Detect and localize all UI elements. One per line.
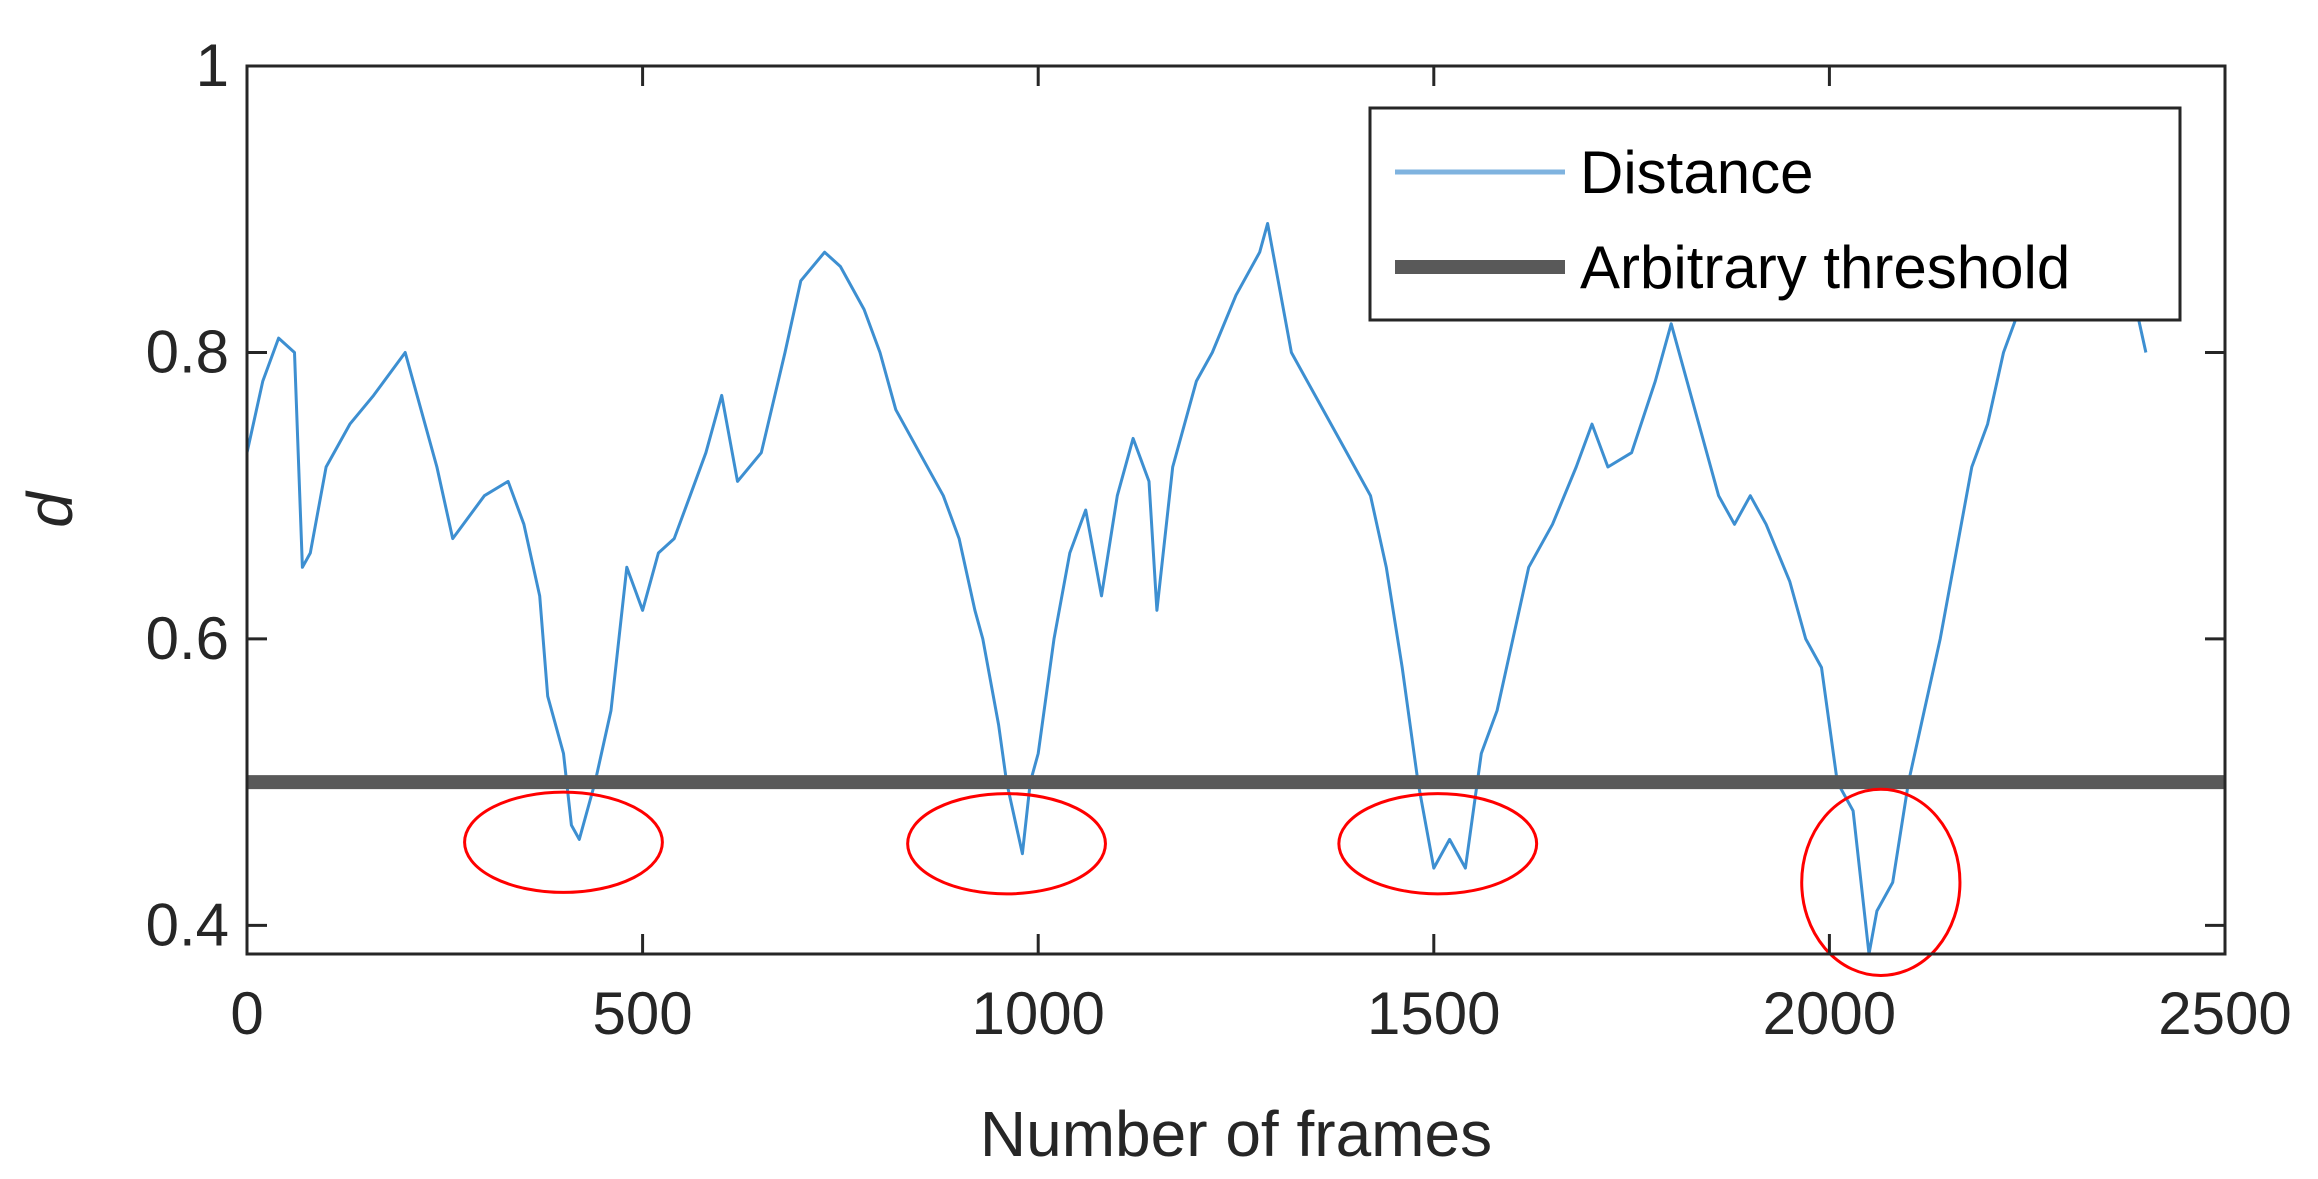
legend-box <box>1368 106 2182 322</box>
legend-label-distance: Distance <box>1580 139 1813 206</box>
y-tick-label: 0.8 <box>146 318 229 385</box>
y-tick-label: 0.4 <box>146 891 229 958</box>
x-tick-label: 500 <box>593 980 693 1047</box>
highlight-ellipse-3 <box>1337 792 1539 896</box>
highlight-ellipse-1 <box>463 790 664 894</box>
legend-label-threshold: Arbitrary threshold <box>1580 234 2070 301</box>
legend: Distance Arbitrary threshold <box>1368 106 2182 322</box>
x-tick-label: 0 <box>230 980 263 1047</box>
distance-line <box>245 222 2148 956</box>
x-tick-label: 1000 <box>971 980 1104 1047</box>
annotation-layer <box>463 787 1962 977</box>
highlight-ellipse-2 <box>906 792 1107 896</box>
y-tick-label: 1 <box>196 32 229 99</box>
x-tick-label: 2000 <box>1763 980 1896 1047</box>
y-axis-title: d <box>14 490 86 528</box>
tick-layer: 0 500 1000 1500 2000 2500 0.4 0.6 0.8 1 <box>146 32 2292 1047</box>
series-layer <box>245 222 2225 956</box>
highlight-ellipse-4 <box>1800 787 1962 977</box>
y-tick-label: 0.6 <box>146 605 229 672</box>
x-tick-label: 1500 <box>1367 980 1500 1047</box>
x-tick-label: 2500 <box>2158 980 2291 1047</box>
x-axis-title: Number of frames <box>980 1098 1492 1170</box>
plot-frame <box>245 64 2227 956</box>
